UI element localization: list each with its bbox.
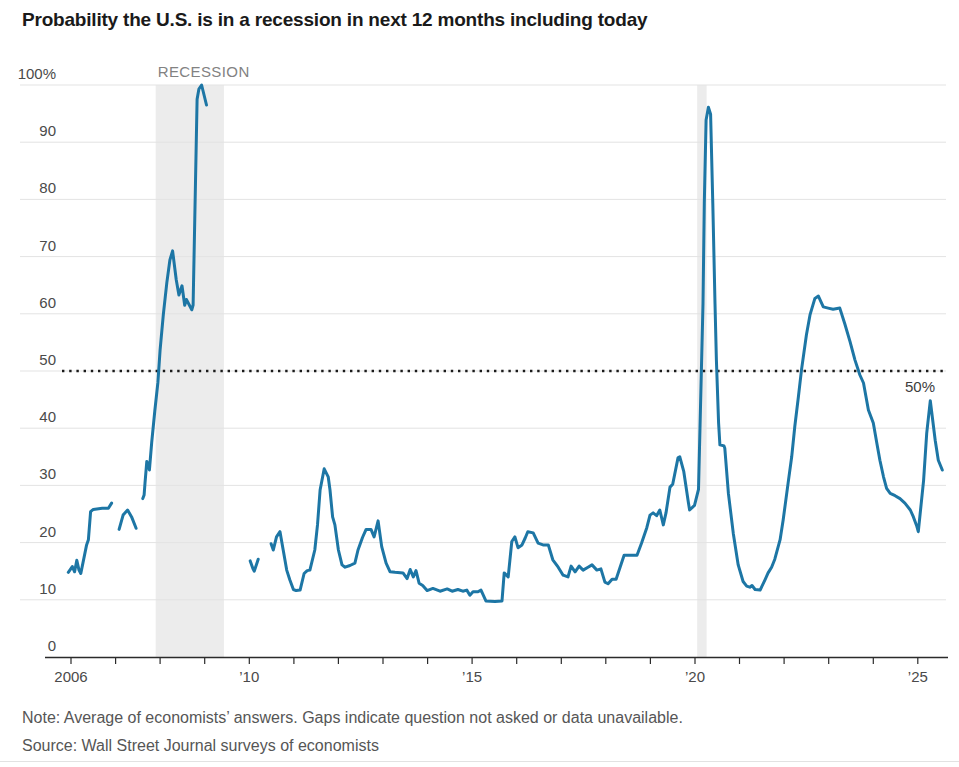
y-axis-label: 10: [0, 580, 56, 597]
y-axis-label: 70: [0, 237, 56, 254]
chart-line-segment: [68, 503, 111, 573]
chart-line-segment: [250, 559, 258, 571]
plot-svg: [0, 0, 959, 767]
x-axis-label: ’20: [665, 668, 725, 685]
bottom-divider: [0, 761, 959, 762]
chart-card: Probability the U.S. is in a recession i…: [0, 0, 959, 767]
recession-probability-chart: 100%90807060504030201002006’10’15’20’25 …: [0, 0, 959, 767]
y-axis-label: 80: [0, 179, 56, 196]
x-axis-label: ’25: [888, 668, 948, 685]
y-axis-label: 0: [0, 637, 56, 654]
chart-note: Note: Average of economists’ answers. Ga…: [22, 709, 922, 727]
x-axis-label: ’10: [219, 668, 279, 685]
y-axis-label: 20: [0, 523, 56, 540]
y-axis-label: 100%: [0, 65, 56, 82]
y-axis-label: 90: [0, 122, 56, 139]
chart-line-segment: [119, 510, 136, 529]
x-axis-label: ’15: [442, 668, 502, 685]
chart-line-segment: [271, 107, 942, 601]
recession-band-label: RECESSION: [158, 63, 250, 80]
threshold-50pct-label: 50%: [891, 378, 935, 395]
x-axis-label: 2006: [41, 668, 101, 685]
y-axis-label: 60: [0, 294, 56, 311]
chart-source: Source: Wall Street Journal surveys of e…: [22, 737, 922, 755]
y-axis-label: 50: [0, 351, 56, 368]
y-axis-label: 30: [0, 465, 56, 482]
y-axis-label: 40: [0, 408, 56, 425]
